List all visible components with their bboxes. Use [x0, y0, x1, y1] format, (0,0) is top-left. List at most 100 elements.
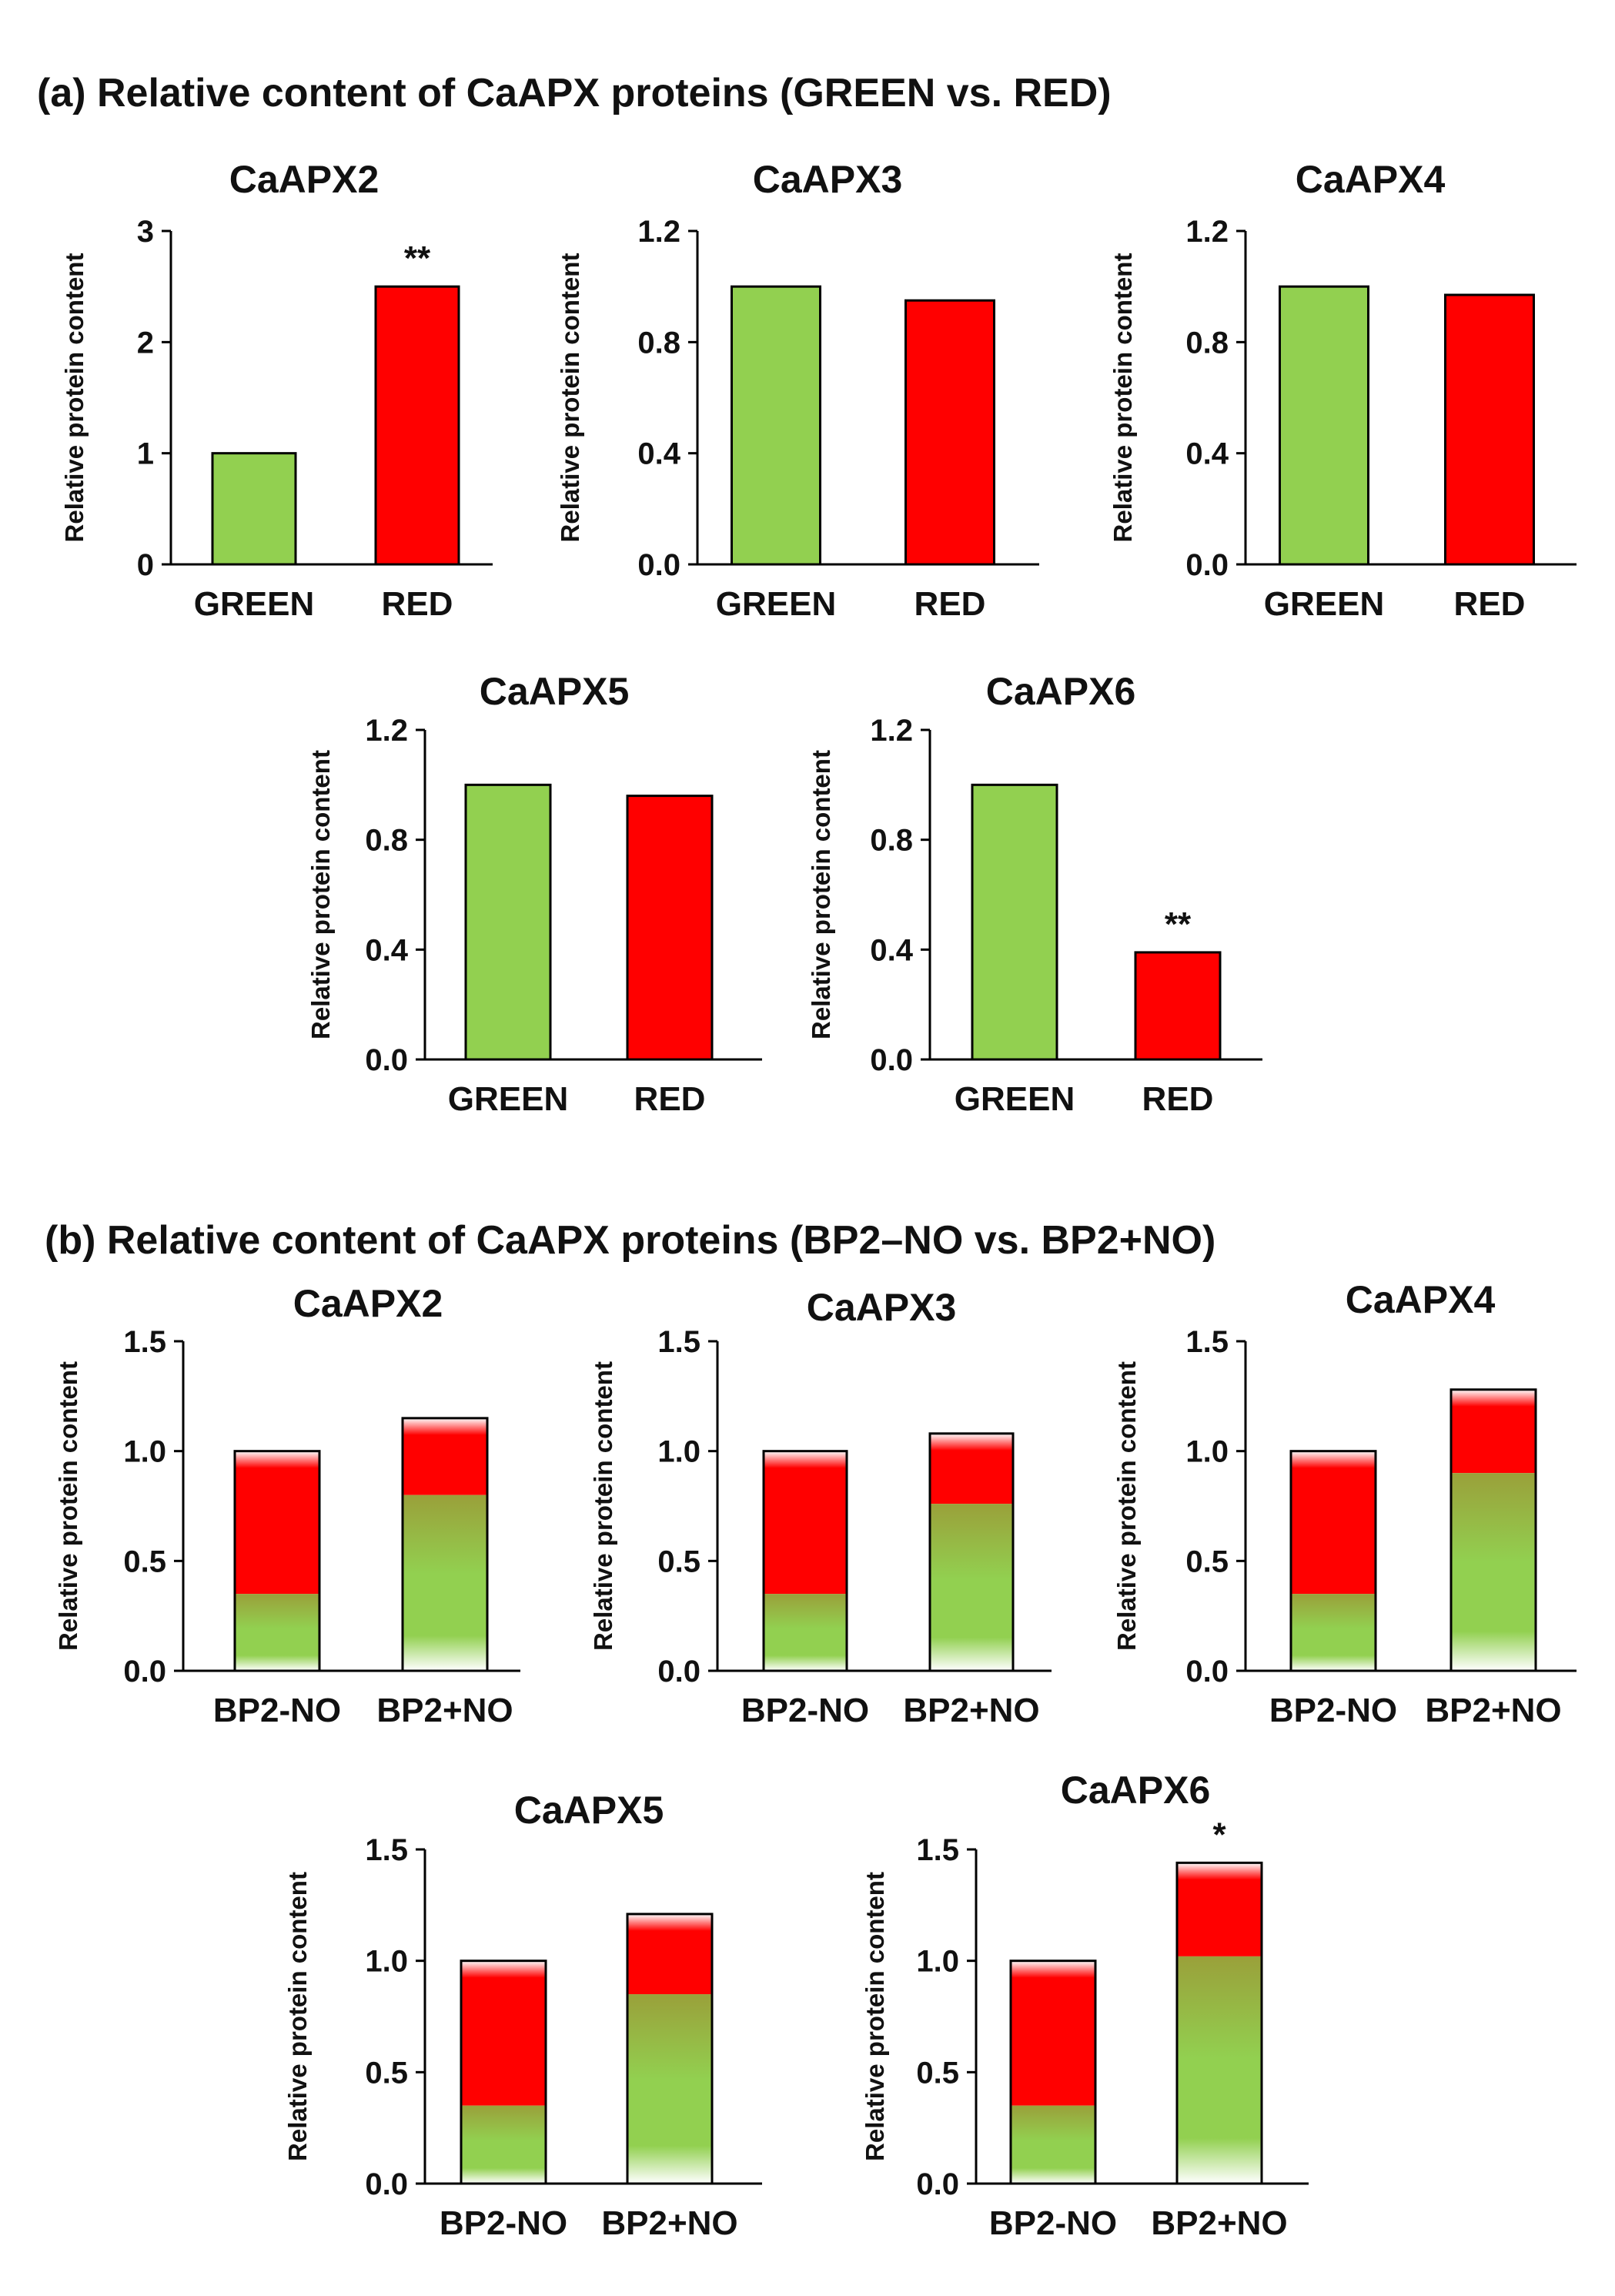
bar-sheen-segment	[461, 1960, 546, 1978]
chart-title: CaAPX3	[807, 1286, 957, 1329]
y-axis-label: Relative protein content	[60, 253, 89, 543]
bar-sheen-segment	[764, 1451, 847, 1468]
bar-sheen-segment	[1177, 1863, 1262, 1880]
significance-label: *	[1212, 1816, 1226, 1853]
bar-green	[211, 452, 297, 566]
chart-title: CaAPX5	[514, 1789, 664, 1832]
x-tick-label: RED	[634, 1080, 706, 1118]
bar-bp2+no	[1175, 1861, 1263, 2185]
bar-red	[374, 285, 460, 566]
section-b-title: (b) Relative content of CaAPX proteins (…	[45, 1218, 1215, 1263]
bar-bp2-no	[1009, 1960, 1097, 2185]
y-tick-label: 1	[137, 437, 154, 471]
y-tick-label: 1.5	[916, 1833, 959, 1867]
bar-sheen-segment	[1451, 1389, 1536, 1407]
bar-red	[904, 299, 995, 566]
bar-sheen-segment	[1011, 1960, 1095, 1978]
y-tick-label: 3	[137, 215, 154, 249]
y-tick-label: 0.4	[637, 437, 680, 471]
x-tick-label: GREEN	[716, 585, 836, 623]
chart-title: CaAPX6	[1061, 1769, 1211, 1812]
chart-title: CaAPX5	[480, 670, 630, 713]
y-axis-label: Relative protein content	[1112, 1361, 1141, 1651]
bar-green-segment	[1291, 1594, 1376, 1671]
bar-sheen-segment	[235, 1451, 319, 1468]
y-tick-label: 1.5	[365, 1833, 408, 1867]
y-tick-label: 0.5	[1185, 1545, 1229, 1578]
y-tick-label: 0.8	[365, 824, 408, 858]
y-tick-label: 1.5	[123, 1325, 166, 1359]
x-tick-label: BP2-NO	[213, 1692, 341, 1729]
chart-title: CaAPX4	[1346, 1278, 1496, 1321]
bar-green-segment	[1177, 1956, 1262, 2184]
bar-red	[626, 795, 714, 1061]
x-tick-label: BP2+NO	[376, 1692, 513, 1729]
bar-red-segment	[461, 1960, 546, 2106]
y-axis-label: Relative protein content	[283, 1872, 312, 2161]
bar-bp2+no	[1449, 1388, 1537, 1672]
bar-green-segment	[627, 1994, 712, 2184]
y-axis-label: Relative protein content	[807, 750, 835, 1039]
x-tick-label: BP2-NO	[989, 2204, 1117, 2242]
y-tick-label: 0.0	[365, 1043, 408, 1077]
y-tick-label: 2	[137, 326, 154, 360]
y-tick-label: 1.0	[916, 1945, 959, 1979]
bar-green	[971, 783, 1058, 1061]
y-tick-label: 0.0	[657, 1655, 701, 1689]
significance-label: **	[1165, 905, 1192, 943]
bar-bp2-no	[762, 1450, 848, 1672]
y-tick-label: 0.5	[123, 1545, 166, 1578]
y-tick-label: 1.5	[657, 1325, 701, 1359]
bar-green-segment	[461, 2105, 546, 2184]
chart-title: CaAPX6	[986, 670, 1136, 713]
x-tick-label: BP2+NO	[601, 2204, 737, 2242]
y-tick-label: 1.2	[637, 215, 680, 249]
bar-green	[464, 783, 552, 1061]
bar-green	[731, 285, 821, 566]
bar-green-segment	[764, 1594, 847, 1671]
y-tick-label: 1.0	[1185, 1435, 1229, 1469]
y-axis-label: Relative protein content	[861, 1872, 889, 2161]
bar-sheen-segment	[403, 1417, 487, 1435]
bar-bp2+no	[626, 1913, 714, 2185]
bar-red	[1444, 293, 1535, 566]
y-tick-label: 1.0	[365, 1945, 408, 1979]
x-tick-label: BP2-NO	[440, 2204, 567, 2242]
y-tick-label: 1.2	[365, 714, 408, 748]
y-tick-label: 1.2	[1185, 215, 1229, 249]
bar-red	[1134, 951, 1222, 1061]
y-tick-label: 0.4	[870, 933, 913, 967]
y-axis-label: Relative protein content	[54, 1361, 82, 1651]
chart-a-caapx3: CaAPX3 Relative protein content GREEN RED 0.…	[556, 158, 1039, 623]
y-tick-label: 0.0	[365, 2167, 408, 2201]
chart-title: CaAPX2	[293, 1282, 443, 1325]
x-tick-label: RED	[382, 585, 453, 623]
chart-b-caapx5: CaAPX5 Relative protein content BP2-NO BP2+…	[283, 1789, 762, 2242]
y-tick-label: 1.0	[123, 1435, 166, 1469]
y-tick-label: 1.2	[870, 714, 913, 748]
bar-bp2+no	[401, 1417, 489, 1672]
x-tick-label: BP2+NO	[1425, 1692, 1561, 1729]
x-tick-label: BP2+NO	[903, 1692, 1039, 1729]
bar-sheen-segment	[627, 1913, 712, 1931]
bar-red-segment	[1011, 1960, 1095, 2106]
y-tick-label: 0.0	[870, 1043, 913, 1077]
y-tick-label: 0.0	[1185, 548, 1229, 582]
bar-sheen-segment	[1291, 1451, 1376, 1468]
chart-a-caapx6: CaAPX6 Relative protein content GREEN RED **…	[807, 670, 1262, 1118]
y-tick-label: 0.0	[123, 1655, 166, 1689]
x-tick-label: RED	[1454, 585, 1526, 623]
y-tick-label: 0.4	[1185, 437, 1229, 471]
y-tick-label: 0.0	[916, 2167, 959, 2201]
bar-red-segment	[1291, 1451, 1376, 1595]
bar-green-segment	[930, 1504, 1013, 1671]
y-tick-label: 1.5	[1185, 1325, 1229, 1359]
x-tick-label: BP2-NO	[741, 1692, 869, 1729]
chart-title: CaAPX2	[229, 158, 380, 201]
bar-red-segment	[764, 1451, 847, 1595]
x-tick-label: RED	[914, 585, 986, 623]
bar-bp2-no	[1289, 1450, 1377, 1672]
chart-a-caapx2: CaAPX2 Relative protein content GREEN RED **…	[60, 158, 493, 623]
bar-bp2-no	[460, 1960, 547, 2185]
